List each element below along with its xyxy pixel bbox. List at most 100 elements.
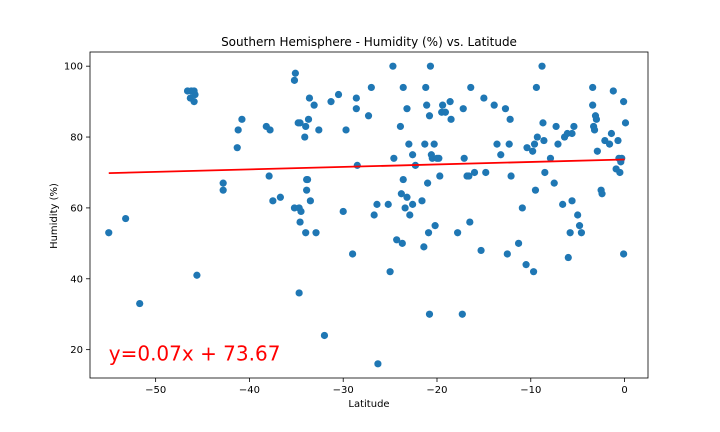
data-point: [302, 229, 310, 237]
data-point: [497, 151, 505, 159]
data-point: [522, 261, 530, 269]
data-point: [482, 168, 490, 177]
data-point: [589, 83, 597, 92]
y-tick-label: 80: [70, 133, 83, 144]
y-axis-label: Humidity (%): [49, 183, 60, 249]
data-point: [436, 172, 444, 180]
data-point: [296, 119, 304, 127]
data-point: [339, 207, 347, 216]
data-point: [399, 83, 407, 92]
x-tick-label: −30: [333, 385, 354, 396]
data-point: [501, 105, 510, 113]
data-point: [568, 129, 576, 138]
x-tick-label: −40: [239, 385, 260, 396]
data-point: [301, 133, 309, 141]
data-point: [493, 140, 501, 148]
data-point: [454, 229, 462, 237]
data-point: [422, 83, 430, 92]
data-point: [554, 140, 562, 148]
data-point: [409, 200, 417, 208]
y-tick-label: 40: [70, 274, 83, 285]
data-point: [266, 126, 274, 134]
data-point: [530, 140, 539, 148]
data-point: [575, 222, 584, 230]
data-point: [425, 112, 434, 120]
regression-equation: y=0.07x + 73.67: [109, 341, 281, 365]
data-point: [465, 172, 473, 180]
data-point: [505, 140, 513, 148]
data-point: [352, 105, 360, 113]
data-point: [122, 214, 130, 223]
data-point: [312, 229, 320, 237]
data-point: [430, 140, 438, 148]
data-point: [523, 144, 531, 152]
data-point: [396, 122, 405, 131]
data-point: [297, 207, 305, 216]
data-point: [191, 90, 199, 99]
data-point: [290, 76, 299, 84]
data-point: [574, 211, 582, 219]
data-point: [550, 179, 558, 187]
data-point: [559, 200, 567, 208]
data-point: [531, 186, 540, 194]
data-point: [593, 147, 601, 155]
data-point: [373, 200, 381, 208]
data-point: [305, 94, 314, 102]
data-point: [426, 62, 435, 70]
data-point: [518, 204, 526, 212]
data-point: [538, 62, 546, 70]
data-point: [310, 101, 318, 109]
data-point: [506, 115, 514, 123]
data-point: [459, 105, 467, 113]
data-point: [193, 271, 201, 279]
data-point: [566, 229, 574, 237]
data-point: [423, 101, 431, 109]
x-tick-label: −50: [145, 385, 166, 396]
data-point: [397, 190, 405, 198]
data-point: [570, 122, 578, 131]
data-point: [446, 98, 454, 106]
data-point: [616, 168, 624, 177]
data-point: [540, 136, 548, 145]
data-point: [490, 101, 498, 109]
x-tick-label: −10: [520, 385, 541, 396]
data-point: [546, 154, 555, 162]
data-point: [466, 218, 474, 226]
data-point: [265, 172, 273, 180]
y-tick-label: 100: [64, 62, 83, 73]
data-point: [564, 253, 572, 262]
data-point: [367, 83, 375, 92]
data-point: [353, 161, 361, 169]
data-point: [620, 250, 628, 258]
data-point: [470, 168, 479, 177]
data-point: [393, 236, 401, 244]
data-point: [607, 129, 616, 138]
data-point: [460, 154, 468, 162]
data-point: [233, 144, 241, 152]
data-point: [533, 133, 541, 141]
data-point: [405, 140, 413, 148]
data-point: [598, 190, 606, 198]
data-point: [431, 222, 439, 230]
data-point: [503, 250, 511, 258]
data-point: [374, 360, 382, 368]
data-point: [105, 229, 113, 237]
data-point: [386, 268, 394, 276]
data-point: [390, 154, 398, 162]
regression-line: [108, 158, 625, 175]
data-point: [291, 69, 299, 77]
data-point: [441, 108, 450, 116]
data-point: [480, 94, 488, 102]
data-point: [532, 83, 541, 92]
data-point: [190, 98, 198, 106]
axes-frame: [89, 51, 649, 379]
data-point: [352, 94, 360, 102]
data-point: [458, 310, 466, 318]
data-point: [605, 140, 614, 148]
x-tick-label: 0: [621, 385, 627, 396]
data-point: [424, 229, 433, 237]
data-point: [269, 197, 277, 205]
data-point: [398, 239, 406, 247]
